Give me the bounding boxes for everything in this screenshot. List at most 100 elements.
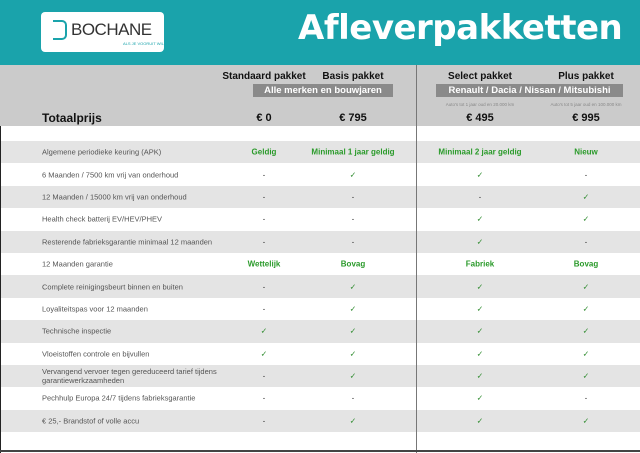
feature-label: Technische inspectie [42,326,112,336]
price-basis: € 795 [339,112,367,124]
dash-cell: - [262,393,266,403]
package-select: Select pakket [448,71,512,82]
feature-label: Complete reinigingsbeurt binnen en buite… [42,282,183,292]
check-icon: ✓ [476,214,484,224]
feature-label: Health check batterij EV/HEV/PHEV [42,214,163,224]
dash-cell: - [262,371,266,381]
feature-label: Pechhulp Europa 24/7 tijdens fabrieksgar… [42,393,196,403]
table-row: 12 Maanden garantie Wettelijk Bovag Fabriek… [0,253,640,275]
dash-cell: - [351,393,355,403]
dash-cell: - [262,416,266,426]
dash-cell: - [584,170,588,180]
plus-note: Auto's tot 5 jaar oud en 100.000 km [550,102,622,107]
dash-cell: - [262,214,266,224]
table-row: Complete reinigingsbeurt binnen en buite… [0,275,640,298]
dash-cell: - [584,393,588,403]
cart-icon [53,20,67,40]
check-icon: ✓ [476,393,484,403]
package-standaard: Standaard pakket [222,71,306,82]
package-header: Standaard pakket Basis pakket Select pak… [0,65,640,126]
table-row: Algemene periodieke keuring (APK) Geldig M… [0,141,640,164]
feature-label: Loyaliteitspas voor 12 maanden [42,304,148,314]
table-row: Vloeistoffen controle en bijvullen ✓ ✓ ✓ ✓ [0,343,640,365]
price-standaard: € 0 [256,112,272,124]
dash-cell: - [351,237,355,247]
header-bar: BOCHANE ALS JE VOORUIT WIL Afleverpakket… [0,0,640,65]
table-row: 12 Maanden / 15000 km vrij van onderhoud… [0,185,640,209]
total-label: Totaalprijs [42,111,102,125]
table-row: Technische inspectie ✓ ✓ ✓ ✓ [0,320,640,343]
check-icon: ✓ [476,416,484,426]
left-border [0,126,1,453]
value-cell: Nieuw [574,147,598,157]
check-icon: ✓ [582,371,590,381]
brand-tagline: ALS JE VOORUIT WIL [123,41,164,46]
feature-table: Algemene periodieke keuring (APK) Geldig M… [0,141,640,433]
check-icon: ✓ [582,214,590,224]
table-row: Vervangend vervoer tegen gereduceerd tar… [0,364,640,388]
value-cell: Fabriek [465,259,495,269]
page-title: Afleverpakketten [298,8,623,48]
table-row: Health check batterij EV/HEV/PHEV - - ✓ ✓ [0,208,640,230]
check-icon: ✓ [582,416,590,426]
feature-label: Vervangend vervoer tegen gereduceerd tar… [42,367,217,386]
table-row: Pechhulp Europa 24/7 tijdens fabrieksgar… [0,387,640,409]
feature-label: 6 Maanden / 7500 km vrij van onderhoud [42,170,179,180]
feature-label: Vloeistoffen controle en bijvullen [42,349,150,359]
table-row: € 25,- Brandstof of volle accu - ✓ ✓ ✓ [0,409,640,433]
feature-label: 12 Maanden garantie [42,259,113,269]
value-cell: Bovag [573,259,599,269]
package-plus: Plus pakket [558,71,614,82]
check-icon: ✓ [349,371,357,381]
feature-label: Algemene periodieke keuring (APK) [42,147,162,157]
check-icon: ✓ [582,349,590,359]
check-icon: ✓ [349,304,357,314]
price-select: € 495 [466,112,494,124]
check-icon: ✓ [349,170,357,180]
band-all-brands: Alle merken en bouwjaren [253,84,393,97]
select-note: Auto's tot 1 jaar oud en 20.000 km [445,102,515,107]
check-icon: ✓ [260,349,268,359]
check-icon: ✓ [476,349,484,359]
table-row: Loyaliteitspas voor 12 maanden - ✓ ✓ ✓ [0,298,640,320]
bochane-logo: BOCHANE ALS JE VOORUIT WIL [41,12,164,52]
band-brands: Renault / Dacia / Nissan / Mitsubishi [436,84,623,97]
value-cell: Wettelijk [247,259,281,269]
dash-cell: - [262,237,266,247]
dash-cell: - [584,237,588,247]
check-icon: ✓ [476,326,484,336]
feature-label: 12 Maanden / 15000 km vrij van onderhoud [42,192,187,202]
dash-cell: - [262,170,266,180]
dash-cell: - [262,304,266,314]
package-basis: Basis pakket [322,71,384,82]
check-icon: ✓ [476,170,484,180]
check-icon: ✓ [476,371,484,381]
check-icon: ✓ [476,237,484,247]
dash-cell: - [351,192,355,202]
value-cell: Minimaal 1 jaar geldig [311,147,395,157]
check-icon: ✓ [582,282,590,292]
brand-name: BOCHANE [71,20,152,39]
check-icon: ✓ [260,326,268,336]
dash-cell: - [262,192,266,202]
check-icon: ✓ [349,326,357,336]
check-icon: ✓ [582,326,590,336]
value-cell: Geldig [251,147,277,157]
check-icon: ✓ [349,416,357,426]
dash-cell: - [262,282,266,292]
check-icon: ✓ [349,349,357,359]
check-icon: ✓ [476,282,484,292]
feature-label: € 25,- Brandstof of volle accu [42,416,140,426]
check-icon: ✓ [349,282,357,292]
column-divider [416,65,417,453]
price-plus: € 995 [572,112,600,124]
value-cell: Minimaal 2 jaar geldig [438,147,522,157]
table-row: 6 Maanden / 7500 km vrij van onderhoud - ✓… [0,163,640,185]
check-icon: ✓ [582,304,590,314]
check-icon: ✓ [476,304,484,314]
feature-label: Resterende fabrieksgarantie minimaal 12 … [42,237,213,247]
check-icon: ✓ [582,192,590,202]
table-row: Resterende fabrieksgarantie minimaal 12 … [0,230,640,253]
dash-cell: - [478,192,482,202]
value-cell: Bovag [340,259,366,269]
